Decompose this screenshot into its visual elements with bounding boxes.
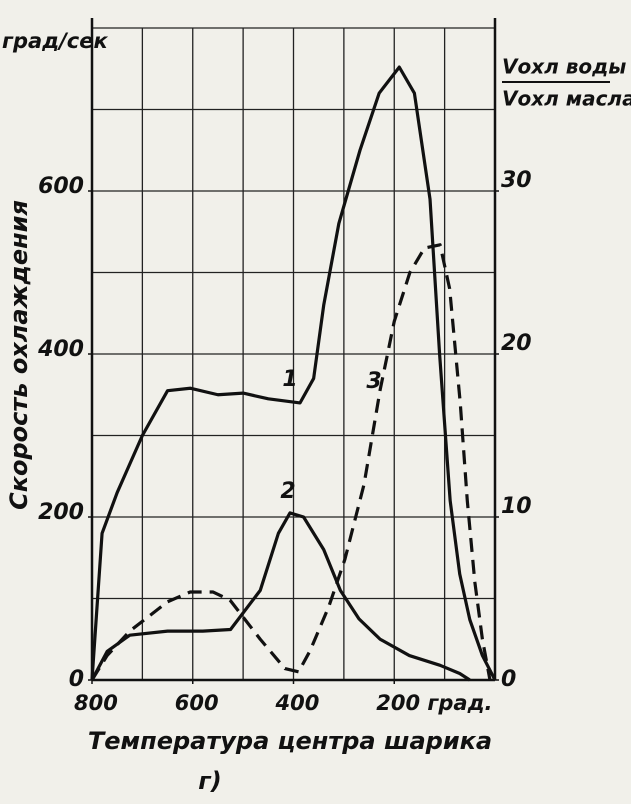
y-unit: град/сек [2,29,108,53]
y2-label-bottom: Vохл масла [502,87,631,111]
curve-label: 2 [280,479,295,504]
curve [90,511,471,682]
y-axis-label: Скорость охлаждения [5,200,33,510]
x-tick-label: 800 [74,691,118,715]
y2-tick-label: 10 [501,494,532,519]
caption: г) [198,767,222,795]
curve-label: 1 [282,367,297,392]
x-tick-label: 600 [175,691,219,715]
x-tick-label: 400 [275,691,320,715]
curve [90,65,497,681]
curve-label: 3 [366,369,381,394]
x-axis-label: Температура центра шарика [88,727,492,755]
y2-label-top: Vохл воды [502,55,626,79]
x-tick-label: 200 град. [376,691,492,715]
y-tick-label: 0 [69,667,84,692]
y2-tick-label: 20 [501,331,532,356]
y2-tick-label: 0 [501,667,516,692]
y-tick-label: 600 [38,174,84,199]
curve [90,243,492,681]
y2-tick-label: 30 [501,168,532,193]
y-tick-label: 200 [38,500,84,525]
y-tick-label: 400 [37,337,84,362]
